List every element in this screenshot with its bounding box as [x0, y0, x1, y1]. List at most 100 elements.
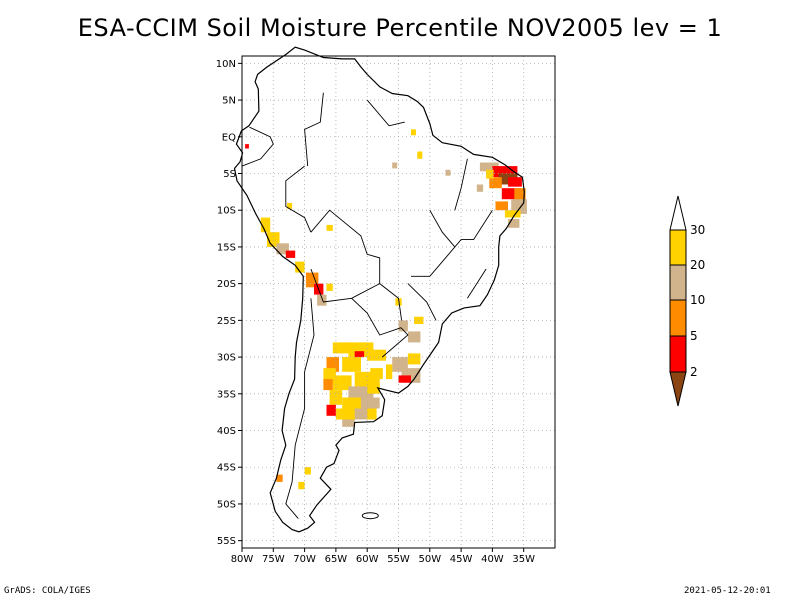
- lat-tick-label: 5S: [223, 169, 236, 180]
- coastline: [233, 46, 525, 533]
- data-patch: [508, 177, 522, 187]
- lon-tick-label: 60W: [356, 554, 379, 565]
- colorbar-segment: [669, 229, 687, 266]
- data-patch: [332, 375, 352, 391]
- colorbar-label: 10: [690, 293, 705, 307]
- data-patch: [348, 386, 374, 402]
- data-patch: [298, 481, 305, 490]
- lon-tick-label: 55W: [387, 554, 410, 565]
- lon-tick-label: 50W: [418, 554, 441, 565]
- border-line: [407, 283, 437, 321]
- border-line: [411, 209, 493, 277]
- data-patch: [479, 162, 499, 172]
- data-patch: [323, 379, 333, 391]
- lat-tick-label: EQ: [222, 132, 236, 143]
- footer-credit: GrADS: COLA/IGES: [4, 586, 91, 596]
- lon-tick-label: 45W: [450, 554, 473, 565]
- axis-labels: 10N 5N EQ 5S 10S 15S 20S 25S 30S 35S 40S 45S 50S 55S 8…: [216, 59, 535, 565]
- data-patch: [354, 408, 374, 420]
- data-patch: [295, 261, 305, 273]
- lat-tick-label: 10S: [217, 206, 236, 217]
- data-patch: [476, 184, 484, 192]
- data-patch: [367, 408, 377, 420]
- colorbar-segment: [669, 371, 687, 407]
- colorbar-label: 30: [690, 223, 705, 237]
- lon-tick-label: 70W: [293, 554, 316, 565]
- lat-tick-label: 20S: [217, 279, 236, 290]
- data-patch: [495, 201, 508, 211]
- data-patch: [287, 202, 293, 209]
- data-patch: [348, 342, 374, 358]
- data-patch: [326, 404, 336, 416]
- data-patch: [504, 210, 521, 218]
- data-patch: [276, 243, 289, 255]
- border-line: [381, 327, 409, 358]
- data-patch: [398, 320, 408, 332]
- colorbar-segment: [669, 195, 687, 231]
- data-patch: [276, 474, 283, 482]
- colorbar-segment: [669, 264, 687, 301]
- footer-timestamp: 2021-05-12-20:01: [684, 586, 771, 596]
- data-patch: [360, 397, 380, 409]
- border-line: [304, 92, 324, 167]
- data-patch: [332, 342, 352, 354]
- coastline-layer: [233, 46, 525, 533]
- border-line: [351, 297, 402, 336]
- lat-tick-label: 5N: [222, 96, 236, 107]
- data-patch: [486, 169, 494, 179]
- falkland-islands: [361, 512, 379, 520]
- data-patch: [445, 169, 451, 176]
- lon-tick-label: 80W: [231, 554, 254, 565]
- data-patch: [367, 349, 386, 361]
- lat-tick-label: 30S: [217, 353, 236, 364]
- data-patch: [370, 368, 383, 380]
- lat-tick-label: 25S: [217, 316, 236, 327]
- lon-tick-label: 40W: [481, 554, 504, 565]
- data-patch: [354, 351, 365, 358]
- data-patch: [386, 364, 393, 380]
- lat-tick-label: 50S: [217, 499, 236, 510]
- data-patch: [489, 177, 502, 189]
- colorbar-label: 5: [690, 329, 698, 343]
- data-patch: [335, 408, 361, 420]
- data-patch: [492, 166, 518, 178]
- border-line: [379, 283, 403, 321]
- lon-tick-label: 65W: [325, 554, 348, 565]
- lat-tick-label: 55S: [217, 536, 236, 547]
- colorbar-segment: [669, 299, 687, 337]
- colorbar-segment: [669, 335, 687, 373]
- data-patch: [398, 375, 411, 383]
- data-patch: [285, 250, 296, 258]
- border-line: [285, 298, 315, 519]
- data-patch: [407, 353, 421, 365]
- data-patch: [508, 219, 520, 228]
- data-patch: [245, 144, 249, 149]
- colorbar-label: 2: [690, 365, 698, 379]
- lat-tick-label: 35S: [217, 389, 236, 400]
- data-patch: [417, 151, 423, 159]
- data-patch: [317, 294, 327, 306]
- data-patch: [407, 331, 421, 343]
- data-patch: [326, 283, 333, 291]
- data-patch: [260, 217, 271, 233]
- lat-tick-label: 10N: [216, 59, 236, 70]
- map-title: ESA-CCIM Soil Moisture Percentile NOV200…: [77, 14, 723, 42]
- lat-tick-label: 45S: [217, 463, 236, 474]
- border-line: [467, 268, 487, 299]
- colorbar: 30 20 10 5 2: [669, 195, 705, 407]
- border-line: [285, 165, 312, 233]
- land-fill: [234, 47, 525, 532]
- lat-tick-label: 40S: [217, 426, 236, 437]
- percentile-data-layer: [234, 47, 527, 532]
- data-patch: [411, 129, 416, 136]
- data-patch: [342, 419, 355, 427]
- border-line: [310, 209, 381, 284]
- data-patch: [342, 357, 361, 372]
- border-line: [429, 209, 456, 248]
- lat-tick-label: 15S: [217, 242, 236, 253]
- data-patch: [392, 162, 398, 169]
- map-grid: [241, 56, 555, 548]
- lon-tick-label: 35W: [512, 554, 535, 565]
- data-patch: [501, 188, 521, 200]
